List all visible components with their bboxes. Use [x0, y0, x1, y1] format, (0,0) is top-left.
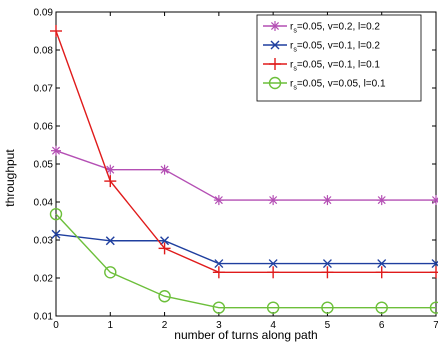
data-point [430, 266, 438, 279]
data-point [322, 259, 332, 269]
series-line [55, 150, 436, 201]
legend-entry: rs=0.05, v=0.1, l=0.2 [263, 41, 380, 54]
series-line [55, 213, 436, 309]
data-point [105, 164, 116, 175]
y-axis-label: throughput [3, 149, 17, 207]
data-point [160, 236, 170, 246]
y-axis-ticks: 0.01 0.02 0.03 0.04 0.05 0.06 0.07 0.08 0.09 [34, 8, 436, 323]
data-point [212, 266, 225, 279]
data-point [268, 259, 278, 269]
legend-label: rs=0.05, v=0.05, l=0.1 [290, 79, 386, 92]
data-point [104, 266, 117, 279]
series-1 [51, 145, 438, 206]
legend: rs=0.05, v=0.2, l=0.2 rs=0.05, v=0.1, l=0… [256, 14, 422, 102]
data-point [105, 236, 115, 246]
y-tick-label: 0.07 [34, 84, 54, 95]
data-point [377, 259, 387, 269]
legend-entry: rs=0.05, v=0.05, l=0.1 [263, 76, 386, 92]
data-point [51, 145, 61, 156]
x-axis-ticks: 0 1 2 3 4 5 6 7 [53, 12, 438, 331]
x-axis-label: number of turns along path [174, 328, 317, 342]
series-3 [50, 25, 438, 279]
x-tick-label: 4 [270, 320, 276, 331]
x-tick-label: 0 [53, 320, 59, 331]
data-point [266, 301, 280, 314]
series-layer [49, 25, 438, 314]
data-point [50, 25, 62, 37]
data-point [431, 195, 438, 206]
data-point [267, 266, 280, 279]
data-point [213, 195, 224, 206]
data-point [159, 164, 170, 175]
series-line [55, 30, 436, 273]
data-point [321, 266, 334, 279]
data-point [49, 207, 63, 221]
x-tick-label: 3 [216, 320, 222, 331]
legend-marker [269, 58, 281, 70]
legend-entry: rs=0.05, v=0.2, l=0.2 [263, 21, 380, 35]
x-tick-label: 1 [108, 320, 114, 331]
y-tick-label: 0.09 [34, 8, 54, 19]
data-point [375, 301, 388, 314]
x-tick-label: 2 [162, 320, 168, 331]
legend-marker [268, 76, 282, 90]
data-point [322, 195, 333, 206]
legend-marker [270, 21, 280, 31]
series-4 [49, 207, 438, 314]
y-tick-label: 0.02 [34, 274, 54, 285]
data-point [429, 301, 438, 314]
x-tick-label: 7 [433, 320, 438, 331]
data-point [431, 259, 438, 269]
data-point [214, 259, 224, 269]
data-point [375, 266, 388, 279]
y-tick-label: 0.08 [34, 46, 54, 57]
data-point [104, 175, 117, 188]
x-tick-label: 6 [379, 320, 385, 331]
legend-marker [270, 40, 280, 50]
data-point [212, 301, 226, 314]
legend-label: rs=0.05, v=0.2, l=0.2 [290, 22, 380, 35]
legend-label: rs=0.05, v=0.1, l=0.1 [290, 60, 380, 73]
y-tick-label: 0.04 [34, 198, 54, 209]
y-tick-label: 0.01 [34, 312, 54, 323]
series-2 [51, 229, 438, 269]
data-point [376, 195, 387, 206]
data-point [158, 242, 171, 255]
legend-entry: rs=0.05, v=0.1, l=0.1 [263, 58, 380, 73]
data-point [158, 290, 171, 303]
y-tick-label: 0.05 [34, 160, 54, 171]
legend-box [256, 14, 422, 102]
series-line [55, 233, 436, 265]
data-point [51, 229, 61, 239]
x-tick-label: 5 [325, 320, 331, 331]
y-tick-label: 0.03 [34, 236, 54, 247]
data-point [321, 301, 334, 314]
legend-label: rs=0.05, v=0.1, l=0.2 [290, 41, 380, 54]
data-point [268, 195, 279, 206]
y-tick-label: 0.06 [34, 122, 54, 133]
